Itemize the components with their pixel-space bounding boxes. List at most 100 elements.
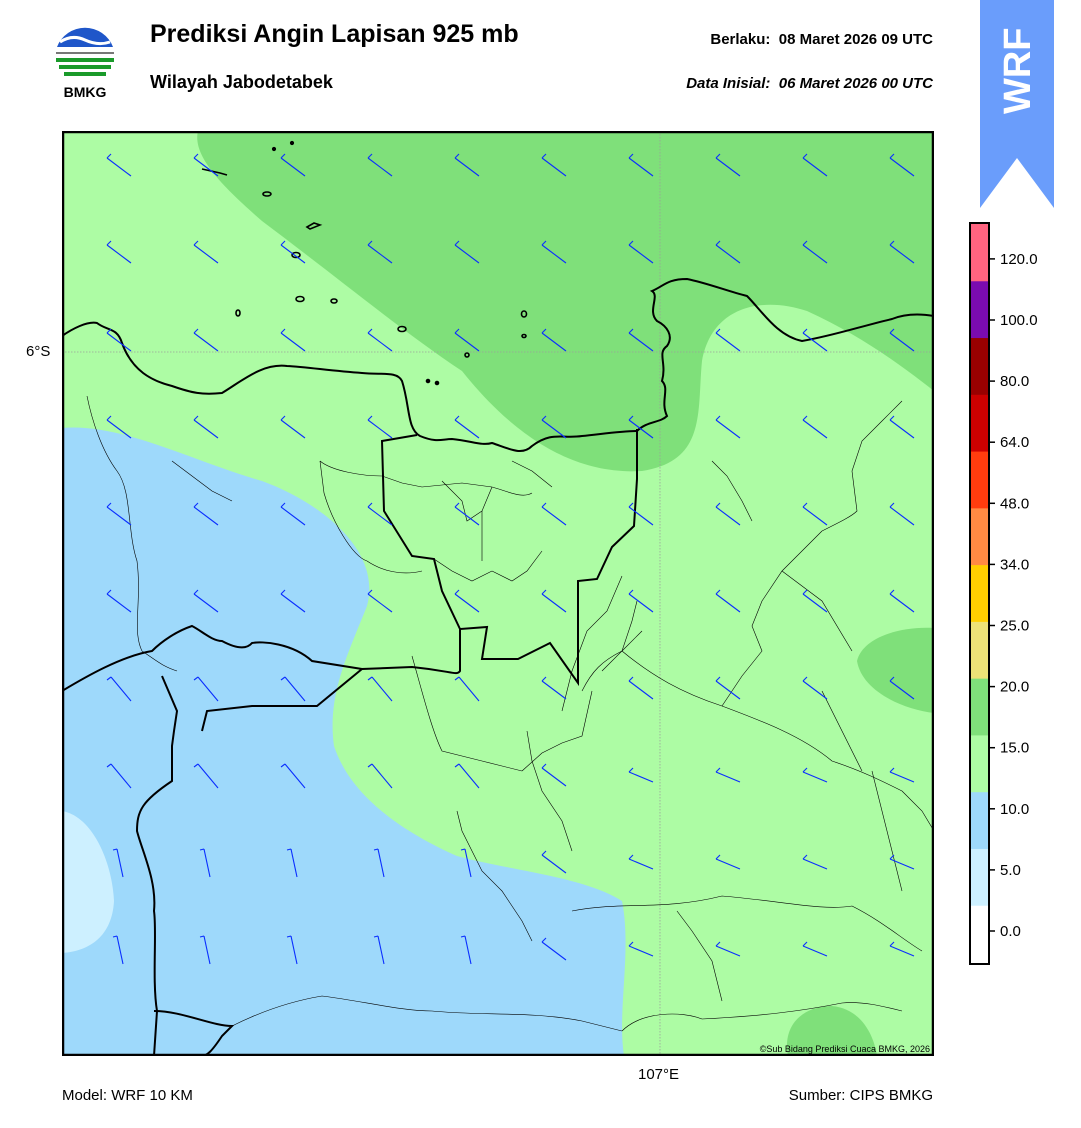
shade-5-10 [62,427,626,1056]
valid-value: 08 Maret 2026 09 UTC [778,31,933,48]
wind-barb [193,763,219,789]
colorbar-block [971,507,989,566]
wind-barb [106,153,132,177]
wind-barb [541,153,567,177]
wind-barb [106,415,132,439]
wind-barb [802,240,828,264]
wind-barb [286,935,298,965]
wind-barb [367,763,393,789]
colorbar-block [971,791,989,849]
wind-barb [280,153,306,177]
wind-barb [280,589,306,613]
wind-barb [280,415,306,439]
wind-barb [889,854,915,870]
wind-barb [454,502,480,526]
wind-barb [802,941,828,957]
wind-barb [628,854,654,870]
wind-barb [280,676,306,702]
lat-label-6s: 6°S [26,343,51,360]
wind-barb [106,676,132,702]
wind-barb [715,240,741,264]
wind-barb [454,328,480,352]
source-label: Sumber: CIPS BMKG [788,1087,933,1104]
model-label: Model: WRF 10 KM [62,1087,193,1104]
colorbar-tick-label: 80.0 [1000,373,1029,390]
wind-barb [628,502,654,526]
wind-barb [106,240,132,264]
wind-barb [889,502,915,526]
shade-15-20-south [786,1006,877,1056]
district-boundaries [86,395,934,1032]
colorbar-tick-label: 5.0 [1000,862,1021,879]
wind-barb [193,415,219,439]
wind-barb [367,240,393,264]
wind-barb [802,415,828,439]
wind-barb [628,153,654,177]
colorbar-block [971,678,989,736]
wind-barb [889,328,915,352]
wind-barb [628,415,654,439]
colorbar-ticks: 0.0 5.0 10.0 15.0 20.0 25.0 34.0 48.0 64.0 80.0 10… [989,251,1038,940]
wind-barb [193,676,219,702]
wind-barb [715,854,741,870]
wrf-badge: WRF [980,0,1054,208]
wind-barb [454,415,480,439]
wind-barb [715,676,741,700]
wind-barb [802,589,828,613]
wind-barb [541,240,567,264]
colorbar-tick-label: 100.0 [1000,312,1038,329]
wind-barb [193,502,219,526]
wind-barb [889,240,915,264]
map-subtitle: Wilayah Jabodetabek [150,72,333,92]
wind-barb [367,676,393,702]
wind-barb [373,848,385,878]
wind-barb [193,328,219,352]
wind-barb [280,328,306,352]
wind-barb [193,240,219,264]
wind-barbs [106,153,915,965]
wind-barb [460,935,472,965]
wind-barb [280,763,306,789]
wind-barb [715,767,741,783]
colorbar-tick-label: 48.0 [1000,495,1029,512]
colorbar-block [971,280,989,339]
colorbar-tick-label: 15.0 [1000,740,1029,757]
copyright-text: ©Sub Bidang Prediksi Cuaca BMKG, 2026 [760,1044,930,1054]
wrf-badge-text: WRF [997,27,1039,114]
colorbar-block [971,224,989,282]
wind-barb [106,328,132,352]
init-label: Data Inisial: [686,75,771,92]
wind-barb [367,502,393,526]
wind-barb [460,848,472,878]
colorbar-block [971,394,989,452]
wind-barb [715,415,741,439]
logo-text: BMKG [63,84,107,100]
wind-barb [112,935,124,965]
wind-barb [454,153,480,177]
wind-barb [715,502,741,526]
colorbar-block [971,337,989,395]
wind-barb [889,415,915,439]
wind-barb [367,415,393,439]
shade-0-5 [62,811,114,953]
wind-barb [628,240,654,264]
wind-barb [541,850,567,874]
colorbar-tick-label: 0.0 [1000,923,1021,940]
wind-barb [199,848,211,878]
wind-barb [193,153,219,177]
wind-barb [367,589,393,613]
wind-barb [715,328,741,352]
colorbar-tick-label: 64.0 [1000,434,1029,451]
wind-barb [193,589,219,613]
map-title: Prediksi Angin Lapisan 925 mb [150,20,519,48]
colorbar-block [971,621,989,679]
wind-barb [541,676,567,700]
wind-barb [106,763,132,789]
wind-barb [199,935,211,965]
wind-barb [889,941,915,957]
wind-barb [454,589,480,613]
wind-barb [106,502,132,526]
wind-barb [628,767,654,783]
valid-time: Berlaku: 08 Maret 2026 09 UTC [710,31,933,48]
wind-barb [802,767,828,783]
